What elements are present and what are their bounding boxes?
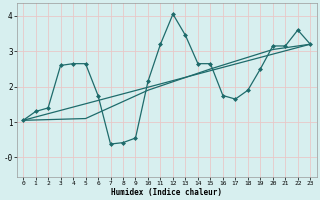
X-axis label: Humidex (Indice chaleur): Humidex (Indice chaleur) [111,188,222,197]
